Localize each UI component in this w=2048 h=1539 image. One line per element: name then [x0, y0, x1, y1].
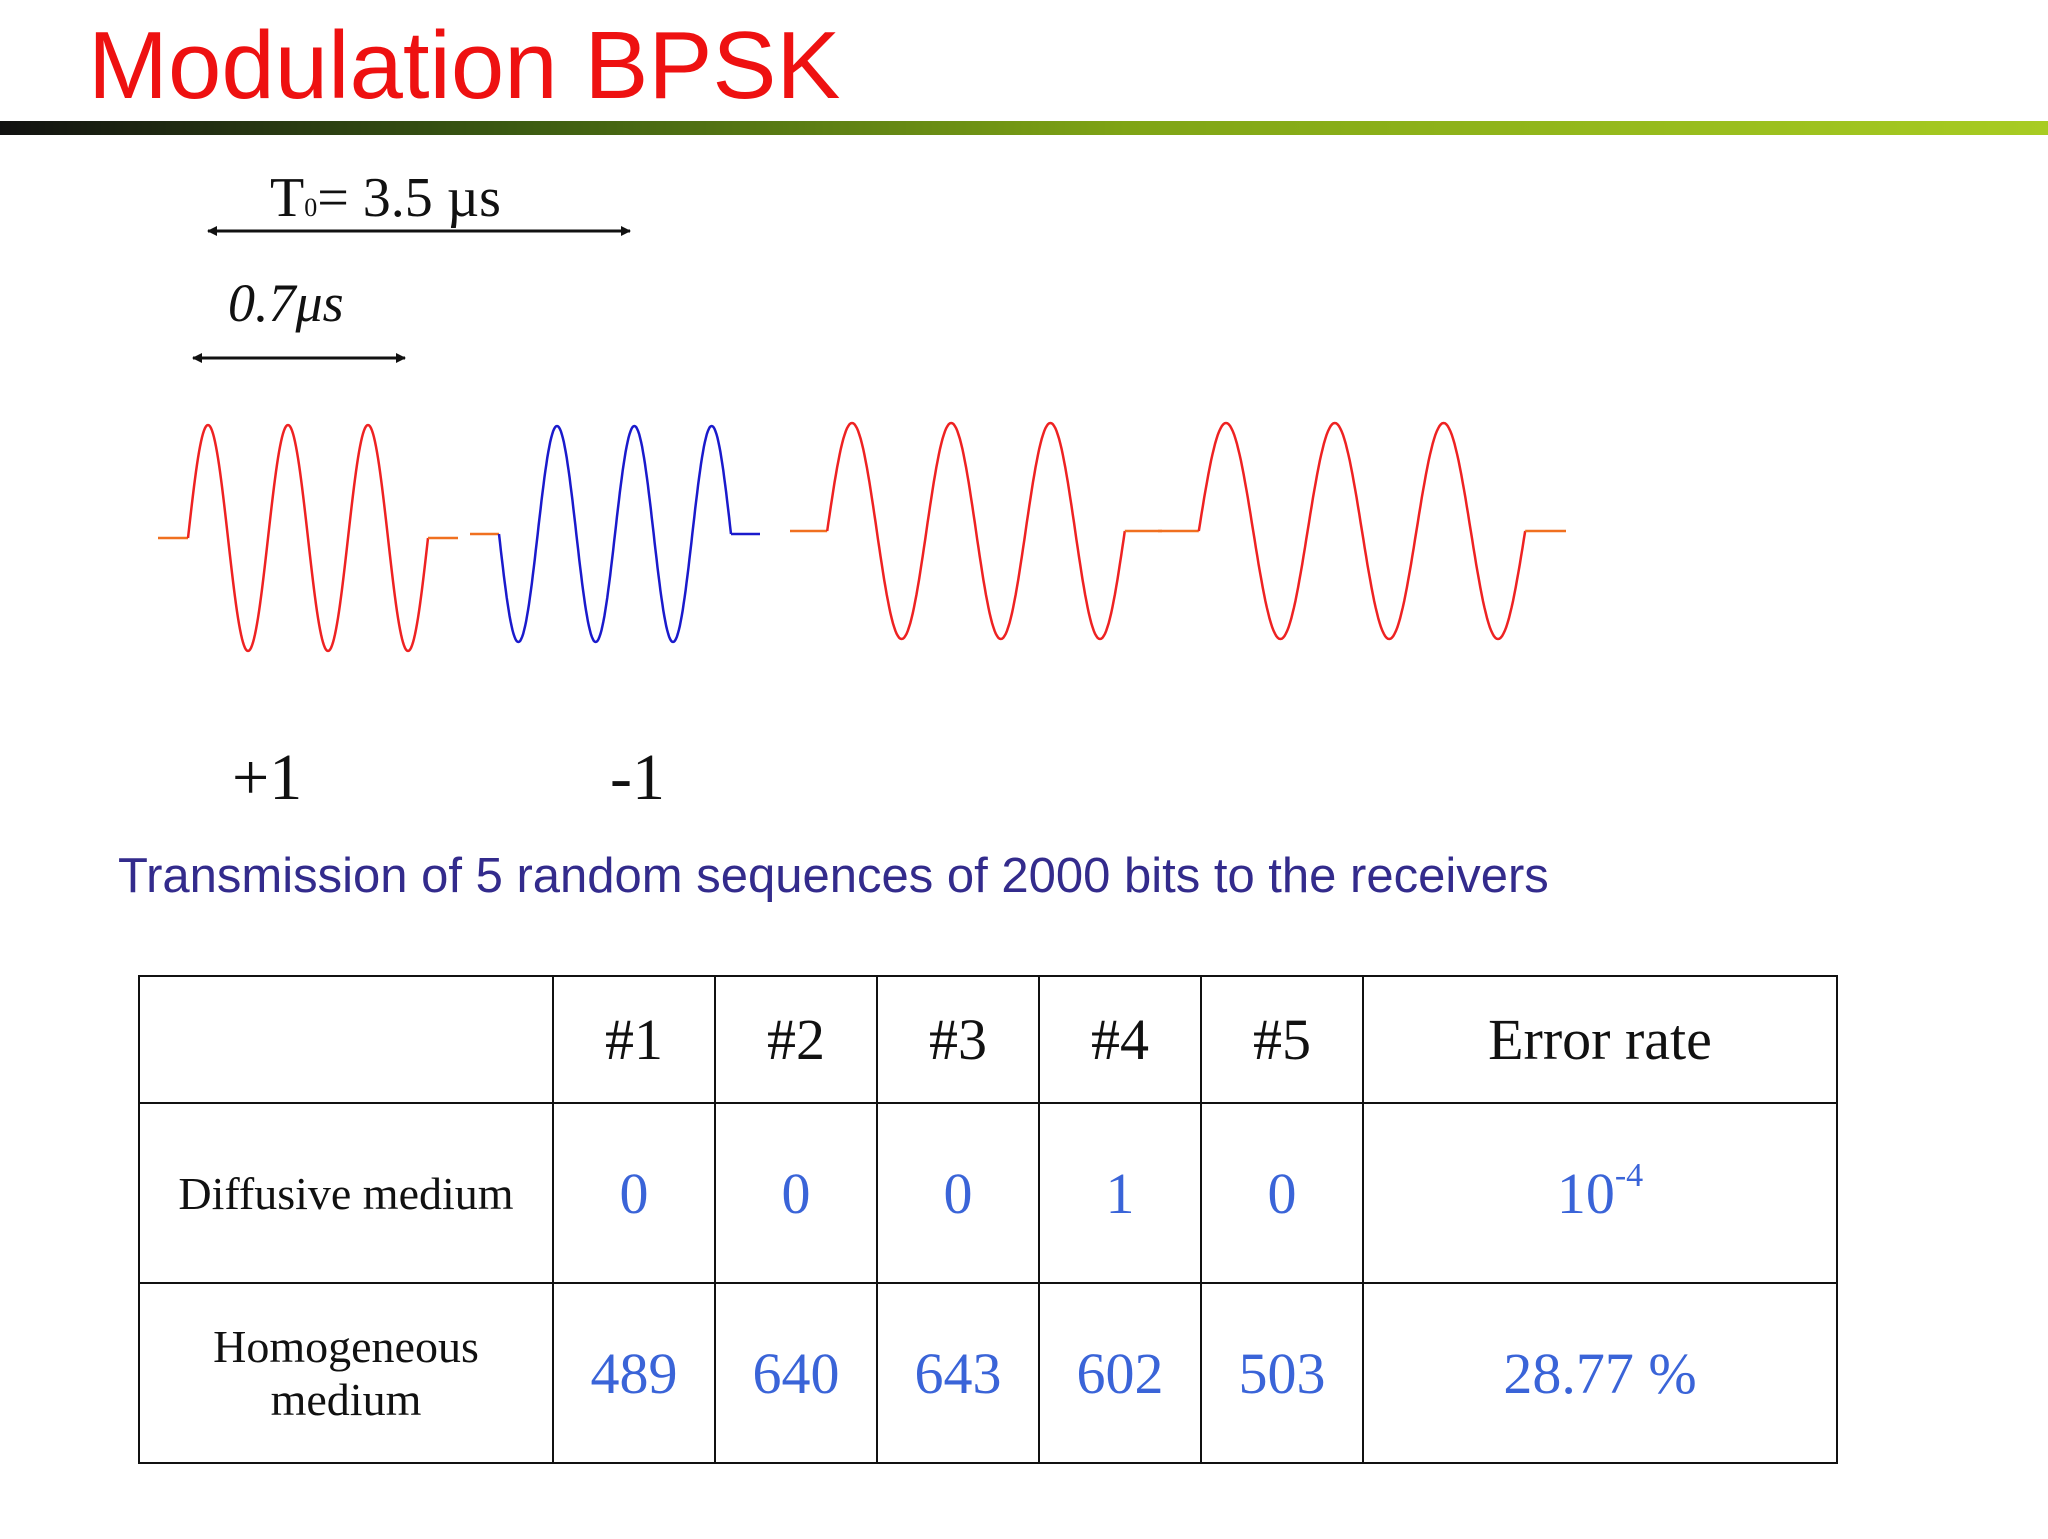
- header-cell-seq1: #1: [552, 975, 716, 1104]
- header-cell-empty: [138, 975, 554, 1104]
- cell-diffusive-seq3: 0: [876, 1102, 1040, 1284]
- cell-homogeneous-seq3: 643: [876, 1282, 1040, 1464]
- period-label: T0= 3.5 µs: [270, 166, 501, 230]
- period-symbol: T: [270, 167, 305, 229]
- rate-base: 28.77 %: [1503, 1340, 1697, 1406]
- symbol-label-minus: -1: [610, 741, 665, 814]
- symbol-label-plus: +1: [232, 741, 303, 814]
- period-value: = 3.5 µs: [317, 167, 501, 229]
- rate-exponent: -4: [1614, 1157, 1644, 1195]
- cell-diffusive-seq2: 0: [714, 1102, 878, 1284]
- waveform-bit-plus: [1197, 421, 1527, 641]
- waveform-bit-plus: [186, 423, 430, 653]
- bit-duration-label: 0.7μs: [228, 273, 344, 333]
- waveform-bit-plus: [825, 421, 1127, 641]
- cell-homogeneous-error-rate: 28.77 %: [1362, 1282, 1838, 1464]
- cell-homogeneous-seq1: 489: [552, 1282, 716, 1464]
- cell-diffusive-error-rate: 10-4: [1362, 1102, 1838, 1284]
- rate-base: 10: [1556, 1160, 1615, 1226]
- error-rate-table: #1 #2 #3 #4 #5 Error rate Diffusive medi…: [138, 975, 1838, 1464]
- transmission-caption: Transmission of 5 random sequences of 20…: [118, 849, 1549, 903]
- row-label-diffusive: Diffusive medium: [138, 1102, 554, 1284]
- header-cell-seq3: #3: [876, 975, 1040, 1104]
- row-label-homogeneous: Homogeneous medium: [138, 1282, 554, 1464]
- cell-homogeneous-seq4: 602: [1038, 1282, 1202, 1464]
- row-label-line: medium: [270, 1374, 422, 1425]
- cell-homogeneous-seq5: 503: [1200, 1282, 1364, 1464]
- row-label-line: Homogeneous: [213, 1321, 479, 1372]
- table-row-diffusive: Diffusive medium 0 0 0 1 0 10-4: [138, 1102, 1838, 1284]
- cell-homogeneous-seq2: 640: [714, 1282, 878, 1464]
- table-row-homogeneous: Homogeneous medium 489 640 643 602 503 28…: [138, 1282, 1838, 1464]
- title-underline-bar: [0, 121, 2048, 135]
- header-cell-seq5: #5: [1200, 975, 1364, 1104]
- waveform-group: [158, 421, 1566, 653]
- slide-title: Modulation BPSK: [88, 12, 841, 119]
- header-cell-error-rate: Error rate: [1362, 975, 1838, 1104]
- row-label-line: Diffusive medium: [178, 1167, 514, 1219]
- period-subscript: 0: [304, 193, 318, 222]
- header-cell-seq2: #2: [714, 975, 878, 1104]
- header-cell-seq4: #4: [1038, 975, 1202, 1104]
- cell-diffusive-seq4: 1: [1038, 1102, 1202, 1284]
- cell-diffusive-seq5: 0: [1200, 1102, 1364, 1284]
- cell-diffusive-seq1: 0: [552, 1102, 716, 1284]
- waveform-bit-minus: [497, 424, 733, 644]
- table-header-row: #1 #2 #3 #4 #5 Error rate: [138, 975, 1838, 1104]
